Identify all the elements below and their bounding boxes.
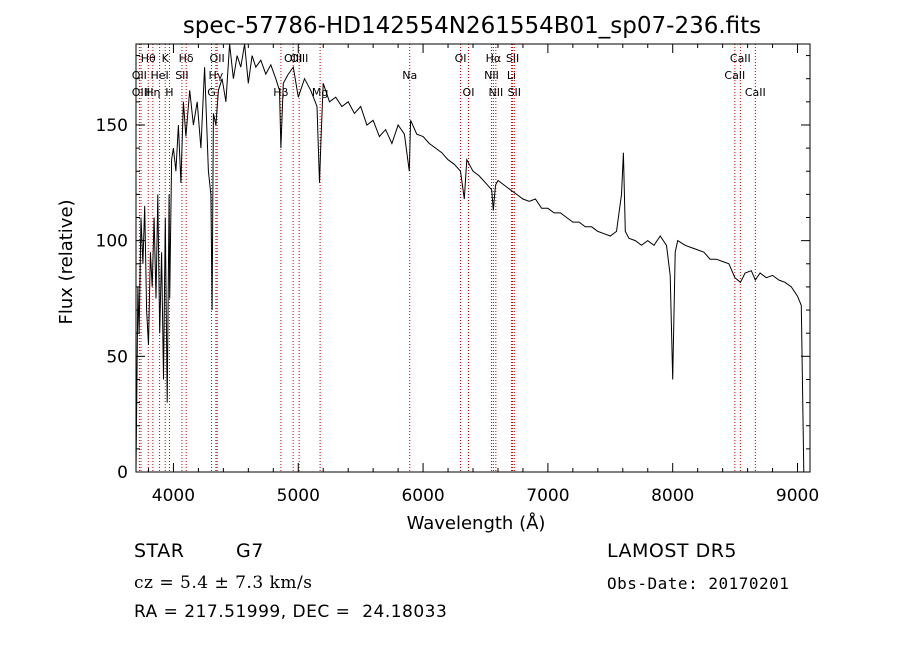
spectral-line-label-7: H [165,86,173,99]
object-subclass: G7 [236,540,264,562]
spectral-line-label-14: OIII [290,52,308,65]
spectral-line-label-27: CaII [745,86,766,99]
spectral-line-label-21: NII [488,86,503,99]
spectral-line-label-16: Na [402,69,417,82]
coordinates-readout: RA = 217.51999, DEC = 24.18033 [134,602,448,622]
spectral-line-label-3: Hη [145,86,160,99]
spectral-line-label-11: G [207,86,216,99]
spectral-line-label-18: OI [463,86,475,99]
x-tick-label-1: 5000 [277,486,320,506]
spectral-line-label-23: Li [507,69,516,82]
y-tick-label-1: 50 [106,347,128,367]
observation-date: Obs-Date: 20170201 [607,574,790,593]
chart-title: spec-57786-HD142554N261554B01_sp07-236.f… [183,13,761,39]
x-axis-label: Wavelength (Å) [407,512,546,534]
x-tick-label-3: 7000 [526,486,569,506]
spectral-line-label-24: SII [508,86,521,99]
spectral-line-label-4: HeI [150,69,168,82]
y-axis-label: Flux (relative) [56,199,77,324]
spectral-line-label-9: OII [210,52,225,65]
spectral-line-label-12: Hβ [273,86,288,99]
spectral-line-label-26: CaII [724,69,745,82]
spectral-line-label-6: SII [175,69,188,82]
spectral-line-label-13: OIII [284,52,302,65]
x-tick-label-5: 9000 [776,486,819,506]
spectral-line-label-15: Mg [312,86,328,99]
y-tick-label-2: 100 [96,232,128,252]
spectral-line-label-1: OII [132,69,147,82]
spectral-line-label-0: Hθ [141,52,156,65]
spectral-line-label-5: K [162,52,170,65]
x-tick-label-4: 8000 [651,486,694,506]
spectral-line-label-19: Hα [486,52,502,65]
redshift-readout: cz = 5.4 ± 7.3 km/s [134,573,313,593]
x-tick-label-0: 4000 [152,486,195,506]
axis-ticks: 4000 5000 6000 7000 8000 9000 0 50 100 150 [96,44,819,506]
spectral-line-label-22: SII [506,52,519,65]
object-class: STAR [134,540,185,562]
spectral-line-label-25: CaII [730,52,751,65]
spectral-line-label-20: NII [484,69,499,82]
y-tick-label-3: 150 [96,116,128,136]
spectral-line-label-8: Hδ [179,52,194,65]
spectrum-series-line [135,43,805,473]
data-release: LAMOST DR5 [607,540,737,562]
spectral-line-label-17: OI [455,52,467,65]
y-tick-label-0: 0 [117,463,128,483]
x-tick-label-2: 6000 [401,486,444,506]
spectral-line-label-10: Hγ [208,69,223,82]
